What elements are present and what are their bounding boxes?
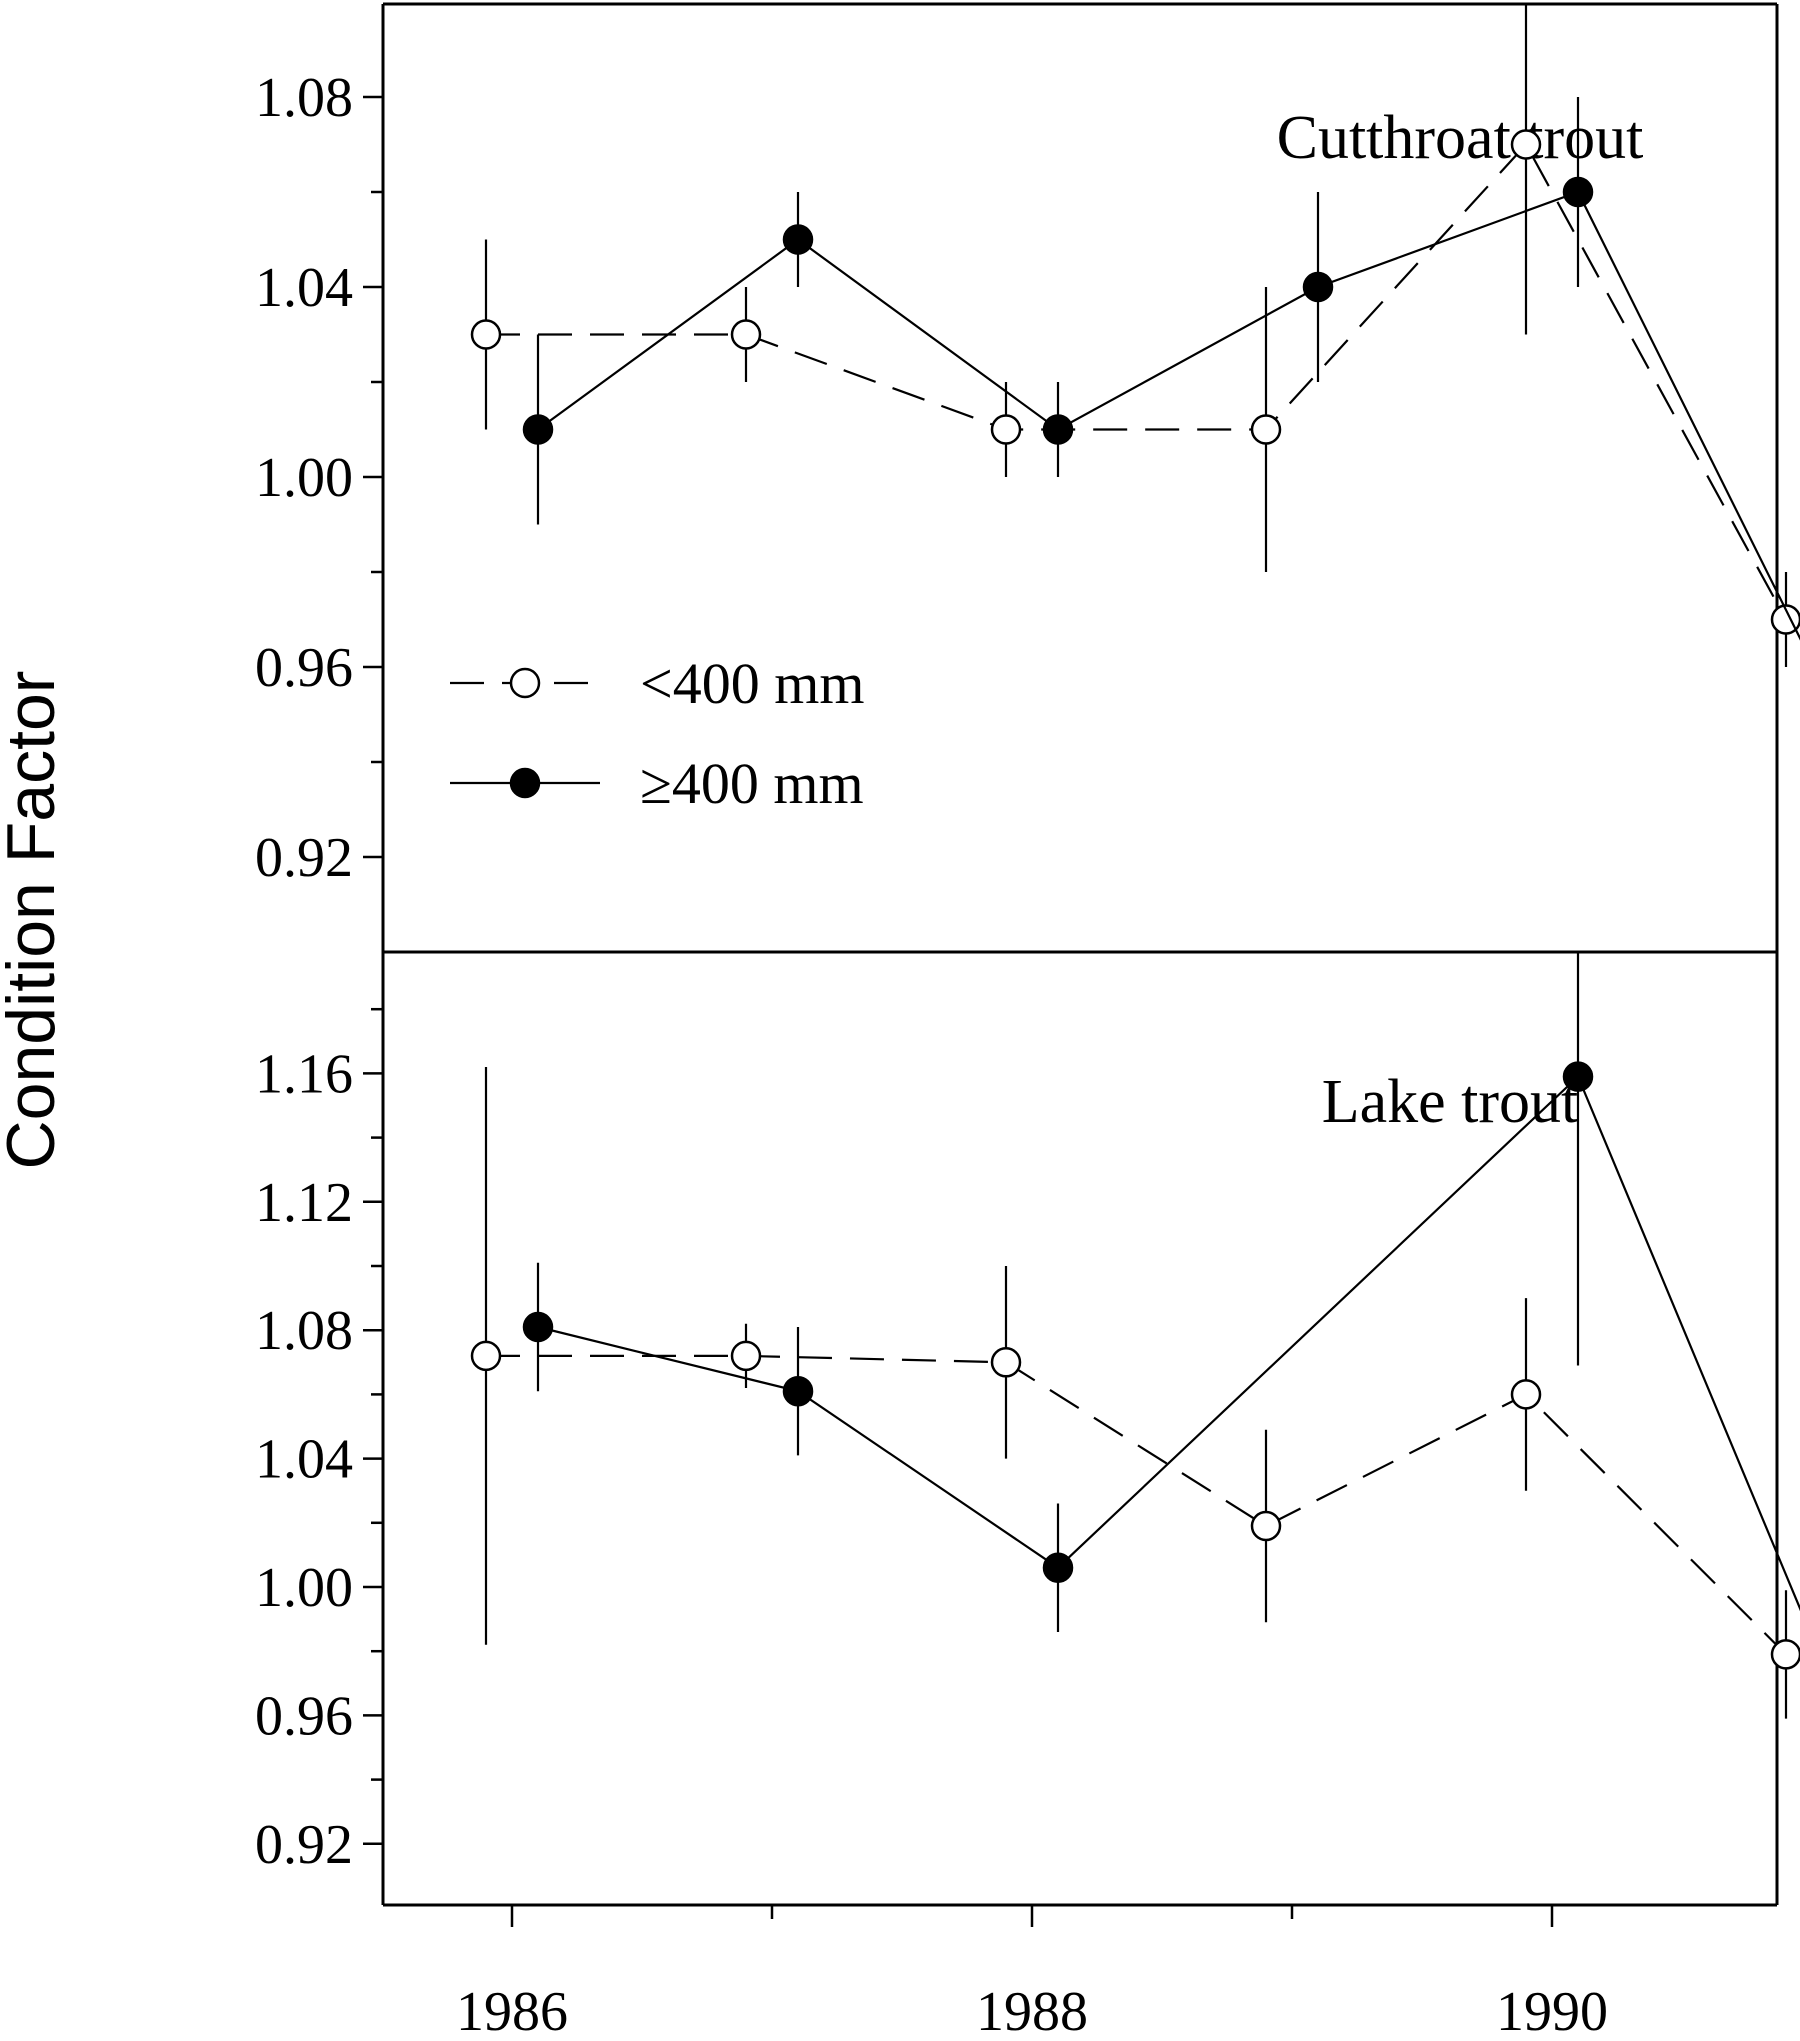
data-point-filled — [782, 1375, 814, 1407]
data-point-open — [1770, 1639, 1800, 1670]
data-point-filled — [1562, 176, 1594, 208]
y-tick-label: 1.00 — [255, 1557, 353, 1619]
x-tick-label: 1988 — [976, 1981, 1088, 2036]
y-tick-label: 1.12 — [255, 1172, 353, 1234]
panel-cutthroat-trout: 0.92 0.96 1.00 1.04 1.08 Cutthroat trout — [255, 4, 1800, 889]
y-tick-label: 1.04 — [255, 257, 353, 319]
y-tick-label: 0.92 — [255, 1814, 353, 1876]
y-tick-label: 1.04 — [255, 1429, 353, 1491]
data-point-filled — [1302, 271, 1334, 303]
legend-marker — [509, 767, 541, 799]
y-axis-label: Condition Factor — [0, 671, 69, 1170]
data-point-open — [990, 1347, 1022, 1378]
data-point-open — [730, 1340, 762, 1372]
data-point-open — [1250, 414, 1282, 445]
series-line — [486, 1354, 1800, 1656]
legend-label: ≥400 mm — [640, 751, 864, 816]
data-point-open — [1510, 1379, 1542, 1410]
legend: <400 mm ≥400 mm — [450, 651, 864, 816]
legend-marker — [509, 667, 541, 699]
y-tick-label: 0.96 — [255, 1685, 353, 1747]
legend-label: <400 mm — [640, 651, 864, 716]
y-tick-label: 1.08 — [255, 1300, 353, 1362]
panel-title: Lake trout — [1322, 1068, 1579, 1136]
x-tick-label: 1986 — [456, 1981, 568, 2036]
chart-frame — [381, 2, 1779, 1907]
data-point-filled — [522, 1311, 554, 1343]
data-point-open — [990, 414, 1022, 445]
legend-entry: ≥400 mm — [450, 751, 864, 816]
data-point-filled — [1562, 1061, 1594, 1092]
x-axis: 19861988199019921994 — [456, 1905, 1608, 2041]
data-point-open — [470, 1340, 502, 1372]
series-line — [537, 1074, 1800, 1612]
y-tick-label: 1.16 — [255, 1043, 353, 1105]
legend-symbol: ≥ — [640, 751, 672, 816]
series-400mm-plus — [522, 952, 1800, 1632]
data-point-filled — [1042, 1552, 1074, 1583]
data-point-open — [1510, 129, 1542, 160]
data-point-filled — [522, 414, 554, 445]
data-point-open — [730, 319, 762, 350]
y-tick-label: 1.00 — [255, 447, 353, 509]
data-point-filled — [1042, 414, 1074, 445]
y-tick-label: 0.92 — [255, 827, 353, 889]
data-point-open — [470, 319, 502, 350]
series-under-400mm — [470, 4, 1800, 667]
series-line — [537, 190, 1800, 641]
legend-entry: <400 mm — [450, 651, 864, 716]
data-point-filled — [782, 224, 814, 255]
panel-lake-trout: 0.92 0.96 1.00 1.04 1.08 1.12 1.16 Lake trout — [255, 952, 1800, 1876]
y-tick-label: 0.96 — [255, 637, 353, 699]
x-tick-label: 1990 — [1496, 1981, 1608, 2036]
legend-text: <400 mm — [640, 651, 864, 716]
series-400mm-plus — [522, 97, 1800, 641]
y-tick-label: 1.08 — [255, 67, 353, 129]
panel-title: Cutthroat trout — [1277, 104, 1644, 172]
series-under-400mm — [470, 1066, 1800, 1719]
legend-text: 400 mm — [672, 751, 864, 816]
data-point-open — [1250, 1510, 1282, 1542]
